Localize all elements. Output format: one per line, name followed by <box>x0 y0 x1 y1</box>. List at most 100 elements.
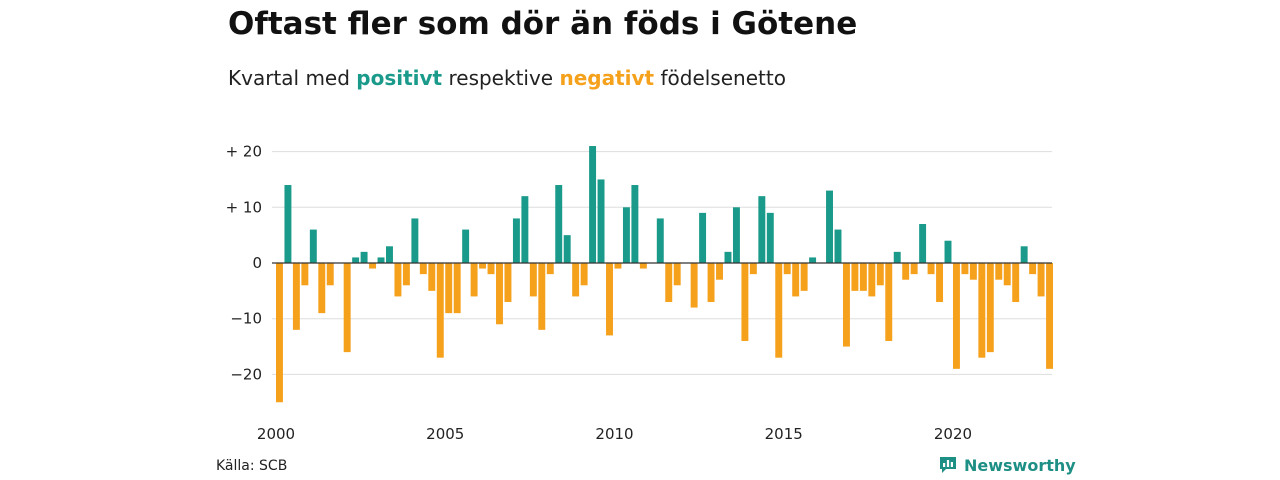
bar: 2022 K3 <box>1037 263 1045 297</box>
bar: 2004 K3 <box>428 263 436 291</box>
bar: 2016 K2 <box>826 190 833 263</box>
y-tick-label: −20 <box>230 365 262 383</box>
bar: 2016 K4 <box>842 263 850 347</box>
bar: 2010 K4 <box>639 263 647 269</box>
x-tick-label: 2005 <box>426 425 464 443</box>
bar: 2002 K2 <box>352 257 360 263</box>
bar: 2000 K1 <box>276 263 283 403</box>
bar: 2015 K2 <box>792 263 800 297</box>
bar: 2017 K1 <box>851 263 859 291</box>
x-tick-label: 2000 <box>257 425 295 443</box>
source-note: Källa: SCB <box>216 458 288 474</box>
bar: 2005 K1 <box>445 263 453 314</box>
bar: 2011 K2 <box>656 218 664 263</box>
bar: 2021 K1 <box>986 263 994 353</box>
bar: 2000 K4 <box>301 263 309 286</box>
bar: 2014 K3 <box>766 212 774 263</box>
bar: 2013 K3 <box>732 207 740 263</box>
x-tick-label: 2015 <box>765 425 803 443</box>
bar: 2019 K1 <box>919 224 927 263</box>
bar: 2020 K1 <box>952 263 960 369</box>
bar: 2018 K2 <box>893 251 901 263</box>
subtitle-negative-word: negativt <box>559 66 655 90</box>
bar: 2011 K4 <box>673 263 681 286</box>
bar: 2013 K4 <box>741 263 749 341</box>
bar: 2012 K3 <box>699 212 707 263</box>
bar: 2001 K1 <box>309 229 317 263</box>
bar: 2009 K1 <box>580 263 588 286</box>
bar: 2007 K3 <box>529 263 537 297</box>
bar: 2018 K3 <box>902 263 910 280</box>
bar: 2003 K3 <box>394 263 402 297</box>
bars: 2000 K12000 K22000 K32000 K42001 K12001 … <box>276 146 1054 403</box>
chart-subtitle: Kvartal med positivt respektive negativt… <box>228 66 786 90</box>
bar: 2021 K3 <box>1003 263 1011 286</box>
bar: 2017 K4 <box>876 263 884 286</box>
newsworthy-logo-icon <box>940 457 956 473</box>
bar: 2022 K2 <box>1029 263 1037 275</box>
bar: 2002 K4 <box>369 263 377 269</box>
y-tick-label: 0 <box>252 254 262 272</box>
bar: 2013 K1 <box>716 263 723 280</box>
bar: 2019 K4 <box>944 240 952 263</box>
brand-name: Newsworthy <box>964 455 1076 475</box>
bar: 2015 K4 <box>809 257 817 263</box>
bar: 2002 K3 <box>360 251 368 263</box>
bar: 2002 K1 <box>343 263 351 353</box>
bar: 2004 K4 <box>436 263 444 358</box>
bar: 2010 K2 <box>622 207 630 263</box>
y-tick-label: −10 <box>230 310 262 328</box>
subtitle-post: födelsenetto <box>654 66 786 90</box>
bar: 2012 K2 <box>690 263 698 308</box>
gridlines <box>272 151 1052 375</box>
bar: 2012 K4 <box>707 263 715 302</box>
brand[interactable]: Newsworthy <box>938 455 1076 475</box>
bar: 2008 K4 <box>572 263 580 297</box>
x-tick-label: 2010 <box>595 425 633 443</box>
bar: 2008 K1 <box>546 263 554 275</box>
bar: 2009 K4 <box>606 263 613 336</box>
bar: 2021 K2 <box>995 263 1003 280</box>
bar: 2006 K4 <box>504 263 512 302</box>
bar: 2000 K3 <box>292 263 300 330</box>
bar: 2003 K2 <box>386 246 393 263</box>
bar: 2001 K2 <box>318 263 326 314</box>
bar: 2003 K4 <box>402 263 410 286</box>
bar: 2008 K3 <box>563 235 571 263</box>
bar: 2018 K4 <box>910 263 918 275</box>
bar: 2015 K3 <box>800 263 808 291</box>
bar: 2014 K2 <box>758 196 766 263</box>
bar: 2009 K3 <box>597 179 605 263</box>
chart-title: Oftast fler som dör än föds i Götene <box>228 6 858 42</box>
bar: 2000 K2 <box>284 185 292 263</box>
bar: 2017 K2 <box>859 263 867 291</box>
bar: 2011 K3 <box>665 263 673 302</box>
bar: 2004 K2 <box>419 263 427 275</box>
subtitle-mid: respektive <box>442 66 560 90</box>
bar: 2015 K1 <box>783 263 791 275</box>
bar: 2020 K4 <box>978 263 986 358</box>
subtitle-pre: Kvartal med <box>228 66 357 90</box>
x-tick-label: 2020 <box>934 425 972 443</box>
bar: 2005 K3 <box>462 229 470 263</box>
bar: 2010 K1 <box>614 263 622 269</box>
bar: 2020 K3 <box>969 263 977 280</box>
bar: 2004 K1 <box>411 218 419 263</box>
bar: 2007 K1 <box>512 218 520 263</box>
y-tick-label: + 20 <box>226 143 262 161</box>
bar: 2006 K3 <box>496 263 503 325</box>
bar: 2014 K4 <box>775 263 783 358</box>
bar: 2014 K1 <box>749 263 757 275</box>
bar: 2008 K2 <box>555 185 563 263</box>
bar: 2009 K2 <box>589 146 597 263</box>
bar: 2019 K2 <box>927 263 935 275</box>
bar: 2005 K4 <box>470 263 478 297</box>
subtitle-positive-word: positivt <box>356 66 443 90</box>
bar: 2022 K1 <box>1020 246 1028 263</box>
bar: 2005 K2 <box>453 263 461 314</box>
bar: 2007 K2 <box>521 196 529 263</box>
bar: 2016 K3 <box>834 229 842 263</box>
bar: 2019 K3 <box>936 263 944 302</box>
bar: 2022 K4 <box>1046 263 1054 369</box>
